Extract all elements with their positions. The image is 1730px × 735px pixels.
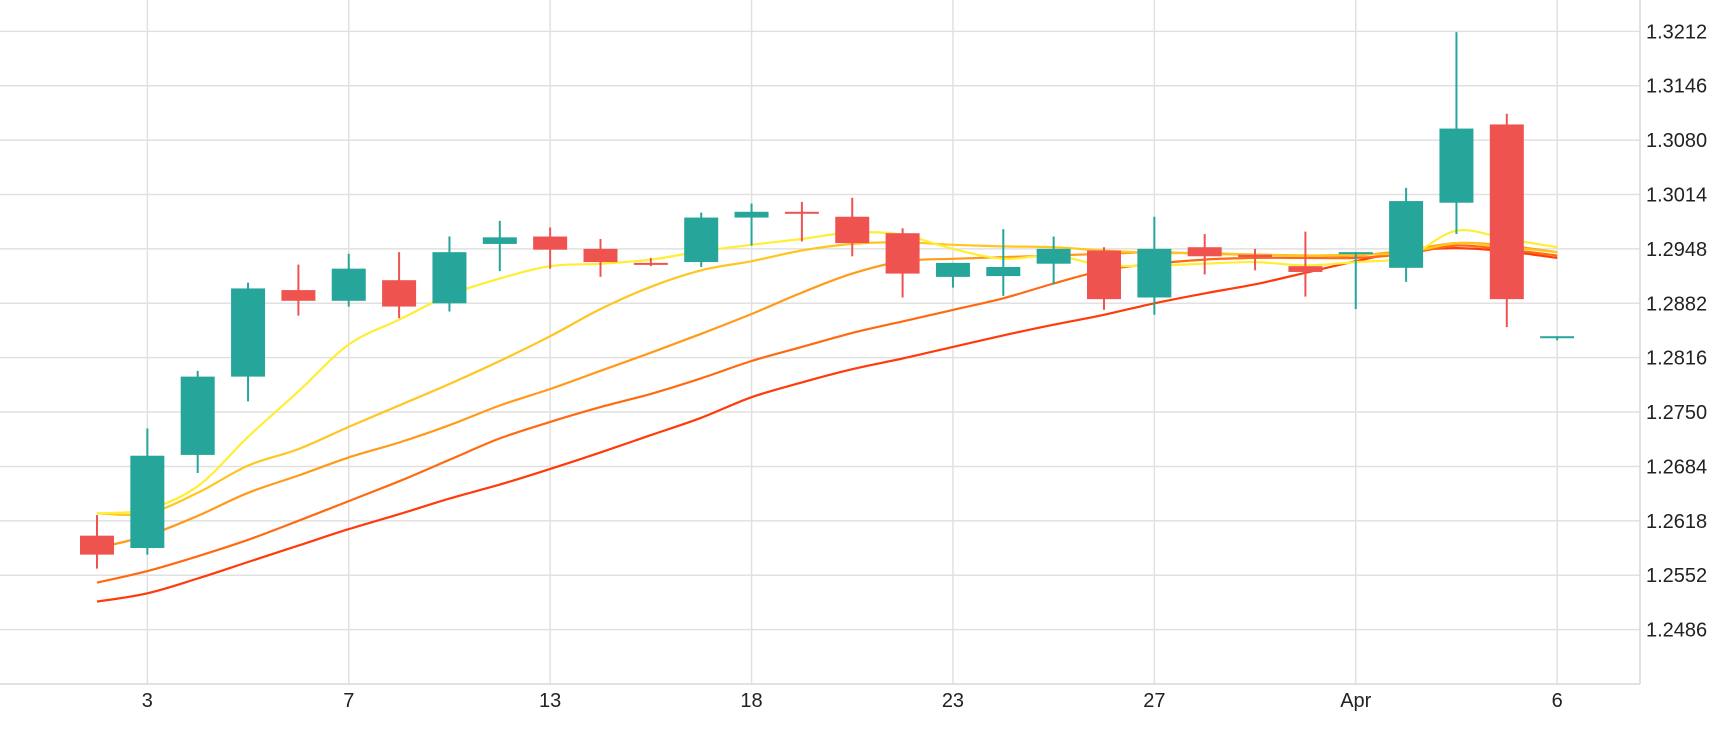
candle-body — [281, 290, 316, 301]
candle-body — [583, 248, 618, 263]
candle-body — [1036, 248, 1071, 264]
axes: 1.2486 1.2552 1.2618 1.2684 1.2750 1.2816 1.28… — [0, 0, 1707, 712]
moving-average-line — [96, 241, 1558, 516]
candle-body — [231, 288, 266, 377]
candle-body — [432, 252, 467, 304]
candle-body — [935, 262, 970, 277]
y-tick-label: 1.2750 — [1646, 402, 1707, 424]
candle-body — [533, 236, 568, 250]
candle-body — [1489, 124, 1524, 300]
candle-body — [1288, 266, 1323, 272]
moving-average-line — [96, 241, 1558, 550]
candle-body — [1439, 128, 1474, 203]
x-tick-label: 13 — [539, 690, 561, 712]
y-tick-label: 1.2684 — [1646, 456, 1707, 478]
candle-body — [1540, 336, 1575, 339]
moving-averages — [96, 228, 1558, 603]
x-tick-label: Apr — [1340, 690, 1371, 712]
candle-body — [1338, 252, 1373, 255]
y-tick-label: 1.2486 — [1646, 620, 1707, 642]
candle-body — [1087, 250, 1121, 300]
y-tick-label: 1.3146 — [1646, 76, 1707, 98]
candle-body — [331, 268, 366, 301]
candle-body — [633, 262, 668, 265]
candle-body — [80, 535, 114, 555]
candle-body — [986, 267, 1021, 277]
candle-body — [1187, 247, 1222, 257]
x-tick-label: 6 — [1552, 690, 1563, 712]
x-tick-label: 3 — [142, 690, 153, 712]
y-tick-label: 1.2552 — [1646, 565, 1707, 587]
x-tick-label: 27 — [1143, 690, 1165, 712]
candle-body — [130, 455, 165, 549]
x-tick-label: 7 — [343, 690, 354, 712]
y-tick-label: 1.3014 — [1646, 184, 1707, 206]
candle-body — [1137, 248, 1172, 298]
y-tick-label: 1.2816 — [1646, 348, 1707, 370]
y-tick-label: 1.2948 — [1646, 239, 1707, 261]
candle-body — [180, 376, 215, 455]
x-tick-label: 23 — [942, 690, 964, 712]
y-tick-label: 1.2882 — [1646, 293, 1707, 315]
candle-body — [684, 217, 719, 263]
moving-average-line — [96, 244, 1558, 584]
grid — [0, 0, 1640, 684]
moving-average-line — [96, 228, 1558, 515]
candle-body — [382, 280, 417, 307]
moving-average-line — [96, 247, 1558, 603]
candle-body — [784, 211, 819, 214]
candles — [80, 32, 1575, 569]
candle-body — [835, 216, 870, 244]
candle-body — [734, 211, 769, 218]
y-tick-label: 1.3212 — [1646, 21, 1707, 43]
candle-body — [1389, 201, 1424, 268]
candle-body — [1238, 254, 1273, 258]
x-tick-label: 18 — [740, 690, 762, 712]
y-tick-label: 1.3080 — [1646, 130, 1707, 152]
candle-body — [885, 233, 920, 274]
y-tick-label: 1.2618 — [1646, 511, 1707, 533]
candle-body — [482, 237, 517, 244]
